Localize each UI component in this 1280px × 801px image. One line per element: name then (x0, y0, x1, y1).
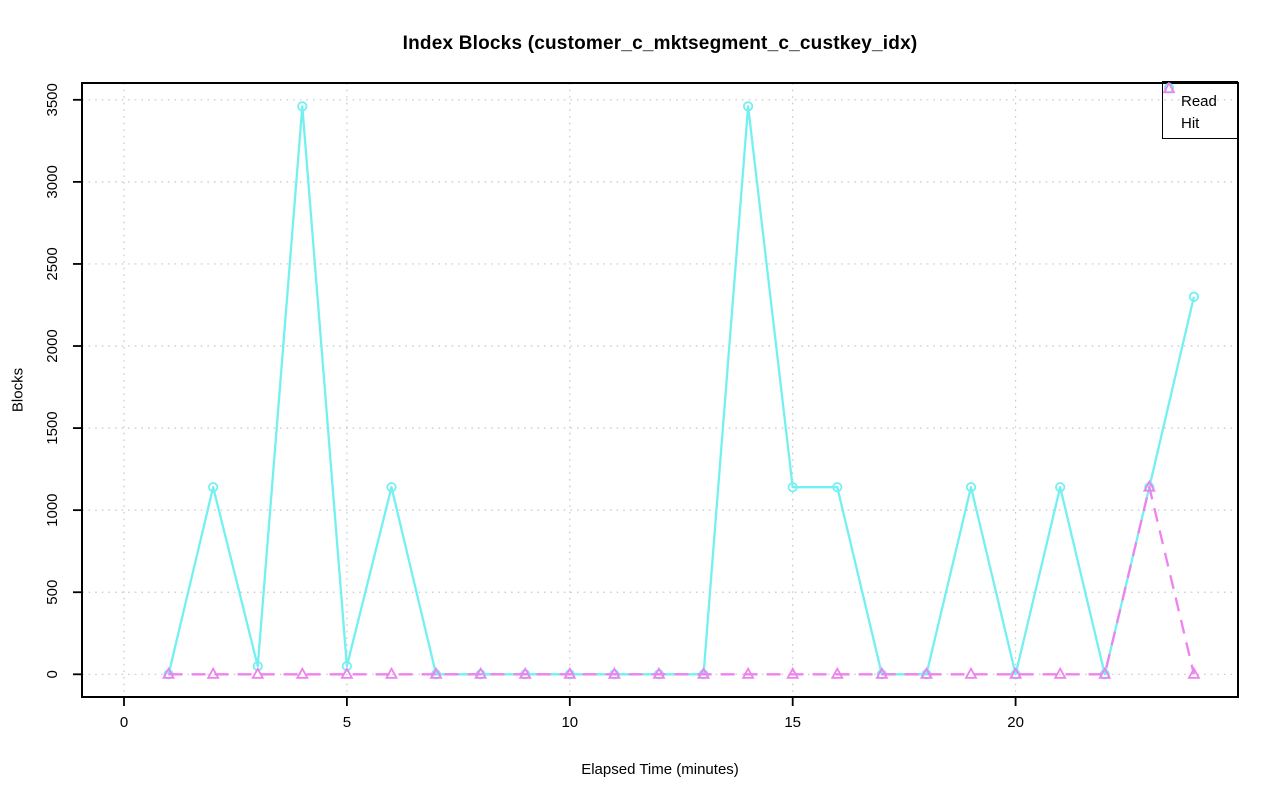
read-line (167, 105, 1196, 676)
hit-point (830, 666, 844, 679)
read-point (1055, 482, 1066, 493)
read-point (965, 482, 977, 493)
legend-item-hit: Hit (1163, 82, 1237, 134)
hit-point (518, 666, 532, 679)
read-point (787, 482, 798, 493)
hit-point (607, 666, 621, 679)
hit-point (652, 666, 666, 679)
hit-point (1053, 666, 1067, 679)
x-tick-label: 5 (343, 714, 351, 731)
read-point (297, 101, 308, 112)
hit-point (295, 666, 309, 679)
hit-point (1098, 666, 1112, 679)
read-point (386, 482, 397, 493)
hit-point (563, 666, 577, 679)
read-point (832, 482, 843, 493)
legend: Read Hit (1162, 81, 1238, 139)
hit-point (697, 666, 711, 679)
hit-point (741, 666, 755, 679)
y-tick-label: 1000 (44, 493, 61, 526)
legend-label-read: Read (1181, 92, 1217, 110)
hit-point (1187, 666, 1201, 679)
read-point (1188, 291, 1200, 302)
chart-title: Index Blocks (customer_c_mktsegment_c_cu… (402, 33, 918, 54)
hit-line (168, 486, 1196, 676)
hit-marker-icon (1163, 82, 1175, 94)
read-point (743, 101, 754, 112)
y-tick-label: 1500 (44, 411, 61, 444)
y-tick-label: 2000 (44, 329, 61, 362)
hit-point (964, 666, 978, 679)
y-tick-label: 3500 (44, 83, 61, 116)
hit-point (251, 666, 265, 679)
plot-border (81, 82, 1239, 698)
y-tick-label: 3000 (44, 165, 61, 198)
hit-point (429, 666, 443, 679)
read-point (208, 482, 219, 493)
y-tick-label: 500 (44, 580, 61, 605)
hit-point (384, 666, 398, 679)
x-tick-label: 10 (561, 714, 578, 731)
hit-point (340, 666, 354, 679)
x-tick-label: 0 (120, 714, 128, 731)
y-tick-label: 2500 (44, 247, 61, 280)
x-tick-label: 20 (1007, 714, 1024, 731)
hit-point (875, 666, 889, 679)
y-axis-title: Blocks (9, 367, 27, 413)
x-tick-label: 15 (784, 714, 801, 731)
hit-point (1009, 666, 1023, 679)
hit-point (919, 666, 933, 679)
x-axis-title: Elapsed Time (minutes) (581, 761, 739, 778)
hit-point (1142, 479, 1156, 492)
y-tick-label: 0 (44, 670, 61, 678)
legend-label-hit: Hit (1181, 114, 1200, 132)
hit-point (162, 666, 176, 679)
hit-point (206, 666, 220, 679)
hit-point (474, 666, 488, 679)
hit-point (786, 666, 800, 679)
